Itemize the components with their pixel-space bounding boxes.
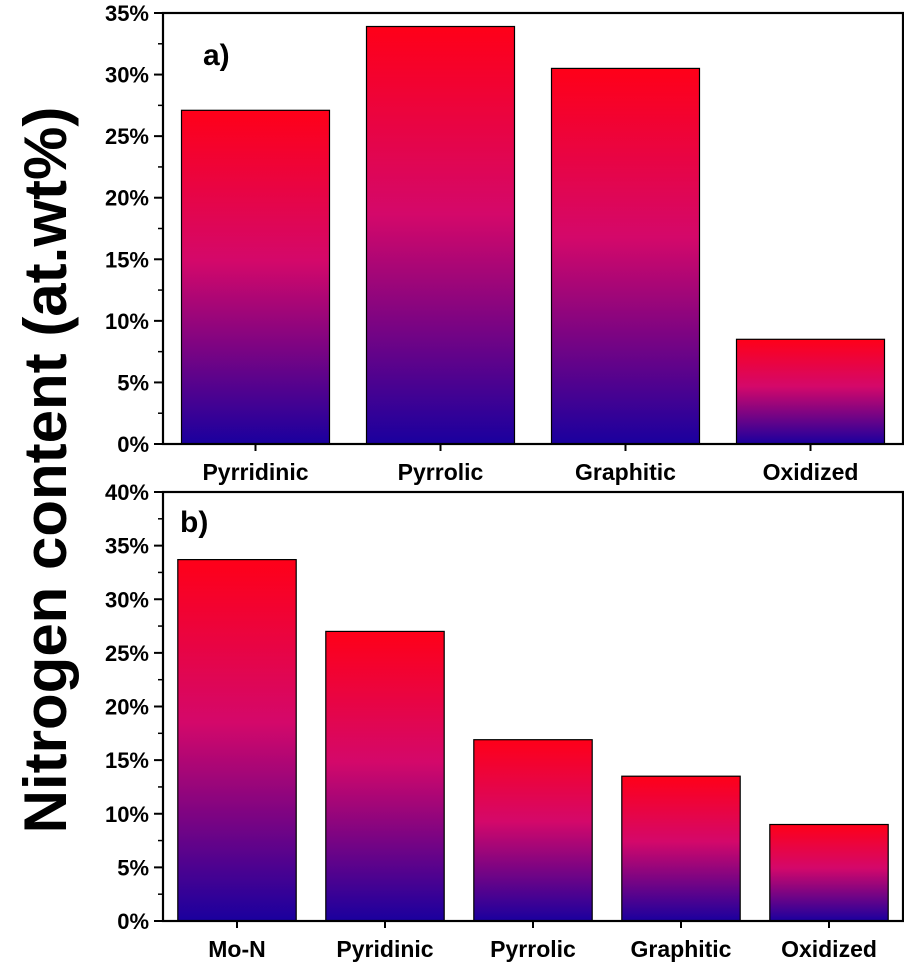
category-label-a-2: Graphitic [575,459,676,485]
y-axis-title: Nitrogen content (at.wt%) [12,107,79,834]
y-tick-label-a-5: 25% [105,124,149,149]
category-label-b-4: Oxidized [781,936,877,962]
y-tick-label-a-3: 15% [105,247,149,272]
category-label-b-1: Pyridinic [336,936,433,962]
category-label-a-1: Pyrrolic [398,459,484,485]
category-label-a-3: Oxidized [763,459,859,485]
bar-a-2 [550,67,701,445]
panel-label-b: b) [180,506,208,539]
y-tick-label-a-1: 5% [117,370,149,395]
panel-label-a: a) [203,39,230,72]
bar-b-1 [325,630,445,922]
y-tick-label-b-3: 15% [105,748,149,773]
bar-a-1 [365,25,516,445]
y-tick-label-a-6: 30% [105,63,149,88]
y-tick-label-a-2: 10% [105,309,149,334]
y-tick-label-a-4: 20% [105,186,149,211]
category-label-b-0: Mo-N [208,936,265,962]
y-tick-label-b-2: 10% [105,802,149,827]
y-tick-label-a-0: 0% [117,432,149,457]
bar-b-0 [177,558,297,922]
bar-a-0 [180,109,331,445]
category-label-b-3: Graphitic [631,936,732,962]
y-tick-label-b-7: 35% [105,534,149,559]
bar-b-4 [769,823,889,922]
panel-b-chart: Mo-N Pyridinic Pyrrolic Graphitic Oxidized 0%… [105,480,904,962]
bar-a-3 [735,338,886,445]
category-label-a-0: Pyrridinic [202,459,308,485]
y-tick-label-b-6: 30% [105,587,149,612]
y-tick-label-b-8: 40% [105,480,149,505]
bar-b-2 [473,739,593,922]
y-tick-label-b-5: 25% [105,641,149,666]
y-tick-label-a-7: 35% [105,1,149,26]
bar-b-3 [621,775,741,922]
axes-frame-b [161,490,904,923]
category-label-b-2: Pyrrolic [490,936,576,962]
y-tick-label-b-4: 20% [105,695,149,720]
panel-a-chart: Pyrridinic Pyrrolic Graphitic Oxidized 0% 5% 1… [105,1,904,485]
y-tick-label-b-0: 0% [117,909,149,934]
axes-frame-a [161,11,904,446]
y-tick-label-b-1: 5% [117,855,149,880]
